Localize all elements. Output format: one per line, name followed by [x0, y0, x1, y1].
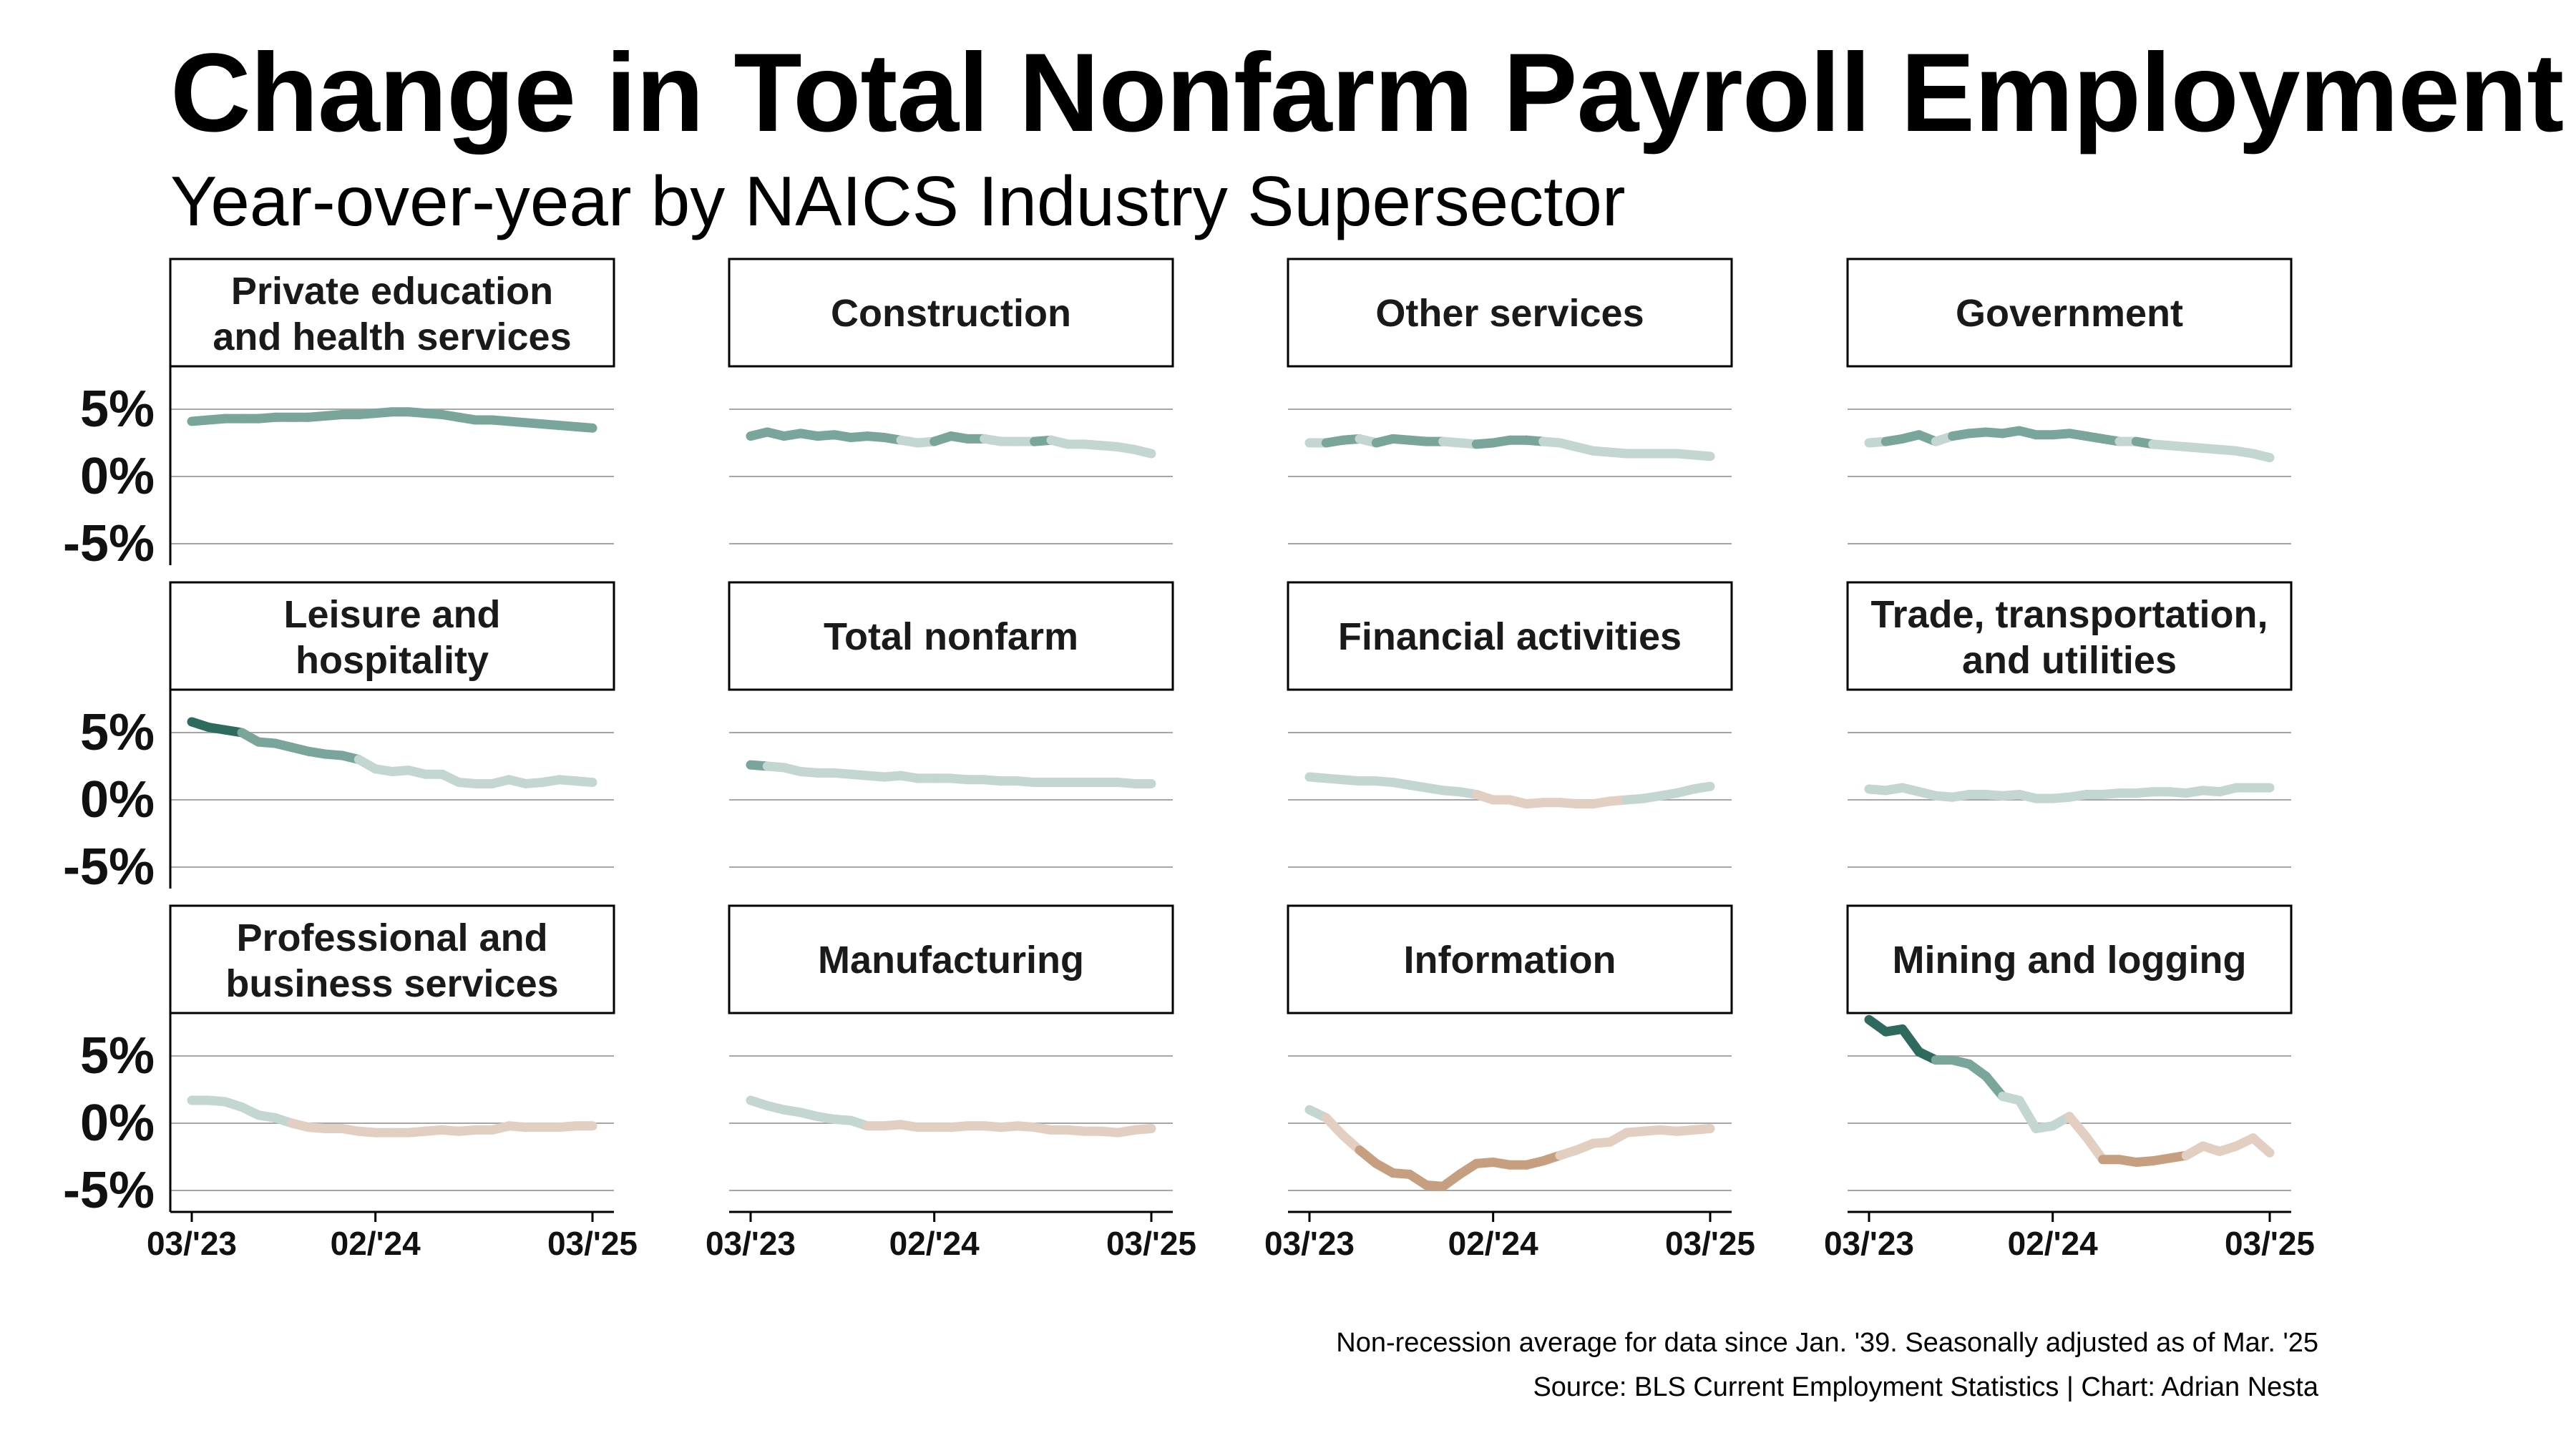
- facet-label: Information: [1404, 939, 1616, 982]
- y-tick-label: 0%: [80, 771, 155, 828]
- series-segment: [1898, 1024, 1924, 1057]
- facet-label: Mining and logging: [1893, 939, 2247, 982]
- series-segment: [1130, 1124, 1156, 1135]
- facet-label: Manufacturing: [818, 939, 1084, 982]
- x-tick-label: 03/'23: [1264, 1225, 1355, 1262]
- facet-strip: [1287, 581, 1733, 691]
- facet-label: Financial activities: [1338, 615, 1682, 658]
- y-tick-label: 5%: [80, 704, 155, 761]
- series-segment: [1689, 781, 1715, 794]
- x-tick-label: 02/'24: [1448, 1225, 1538, 1262]
- facet-label: Total nonfarm: [824, 615, 1078, 658]
- series-segment: [1130, 444, 1156, 459]
- x-tick-label: 03/'23: [706, 1225, 796, 1262]
- facet-label: Leisure and hospitality: [283, 593, 500, 682]
- y-tick-label: 0%: [80, 1095, 155, 1152]
- x-tick-label: 03/'23: [147, 1225, 237, 1262]
- facet-strip: [728, 258, 1174, 368]
- series-segment: [2248, 1133, 2275, 1158]
- x-tick-label: 03/'25: [1106, 1225, 1196, 1262]
- facet-label: Government: [1956, 292, 2183, 335]
- facet-label: Private education and health services: [213, 270, 571, 358]
- facet-strip: [1846, 258, 2293, 368]
- x-tick-label: 03/'25: [1665, 1225, 1755, 1262]
- y-tick-label: -5%: [63, 1162, 155, 1219]
- series-segment: [571, 776, 597, 788]
- facet-strip: [1287, 258, 1733, 368]
- series-segment: [1689, 450, 1715, 461]
- chart-subtitle: Year-over-year by NAICS Industry Superse…: [170, 162, 1626, 240]
- series-segment: [2248, 449, 2275, 463]
- series-segment: [2014, 1095, 2041, 1134]
- facet-strip: [169, 904, 615, 1014]
- facet-label: Professional and business services: [225, 916, 558, 1005]
- y-tick-label: 5%: [80, 1027, 155, 1085]
- facet-label: Construction: [831, 292, 1071, 335]
- facet-strip: [1846, 581, 2293, 691]
- series-segment: [1689, 1124, 1715, 1135]
- facet-label: Trade, transportation, and utilities: [1870, 593, 2268, 682]
- y-tick-label: -5%: [63, 838, 155, 896]
- chart-title: Change in Total Nonfarm Payroll Employme…: [170, 31, 2564, 155]
- facet-strip: [1287, 904, 1733, 1014]
- x-tick-label: 03/'23: [1824, 1225, 1914, 1262]
- facet-strip: [728, 904, 1174, 1014]
- chart-caption: Non-recession average for data since Jan…: [1336, 1321, 2318, 1409]
- x-tick-label: 02/'24: [2008, 1225, 2098, 1262]
- x-tick-label: 03/'25: [547, 1225, 638, 1262]
- series-segment: [571, 421, 597, 433]
- x-tick-label: 02/'24: [889, 1225, 980, 1262]
- facet-strip: [728, 581, 1174, 691]
- caption-source: Source: BLS Current Employment Statistic…: [1533, 1372, 2318, 1402]
- caption-note: Non-recession average for data since Jan…: [1336, 1328, 2318, 1358]
- facet-label: Other services: [1375, 292, 1644, 335]
- facet-strip: [169, 258, 615, 368]
- y-tick-label: 0%: [80, 448, 155, 505]
- x-tick-label: 03/'25: [2225, 1225, 2315, 1262]
- series-segment: [2081, 1132, 2108, 1165]
- x-tick-label: 02/'24: [331, 1225, 421, 1262]
- y-tick-label: 5%: [80, 381, 155, 438]
- facet-strip: [169, 581, 615, 691]
- y-tick-label: -5%: [63, 515, 155, 572]
- facet-strip: [1846, 904, 2293, 1014]
